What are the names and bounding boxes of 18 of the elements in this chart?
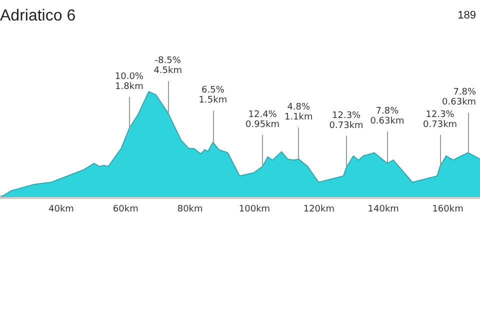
annotation: 7.8% 0.63km bbox=[442, 88, 477, 108]
x-tick-label: 40km bbox=[48, 204, 74, 214]
annotation: 10.0% 1.8km bbox=[114, 72, 144, 92]
x-tick-label: 60km bbox=[112, 204, 138, 214]
x-tick-label: 160km bbox=[432, 204, 464, 214]
x-tick-label: 80km bbox=[177, 204, 203, 214]
annotation: 7.8% 0.63km bbox=[370, 106, 404, 127]
x-tick-label: 140km bbox=[368, 204, 399, 214]
annotation: 12.3% 0.73km bbox=[329, 110, 364, 131]
chart-title: Adriatico 6 bbox=[0, 8, 76, 24]
annotation: 12.4% 0.95km bbox=[246, 110, 280, 130]
annotation: 12.3% 0.73km bbox=[423, 110, 458, 130]
x-tick-label: 100km bbox=[238, 204, 270, 214]
annotation: 6.5% 1.5km bbox=[198, 86, 228, 106]
annotation: -8.5% 4.5km bbox=[154, 56, 182, 76]
text: 189 bbox=[458, 10, 476, 22]
annotation: 4.8% 1.1km bbox=[284, 102, 313, 122]
x-tick-label: 120km bbox=[303, 204, 335, 214]
